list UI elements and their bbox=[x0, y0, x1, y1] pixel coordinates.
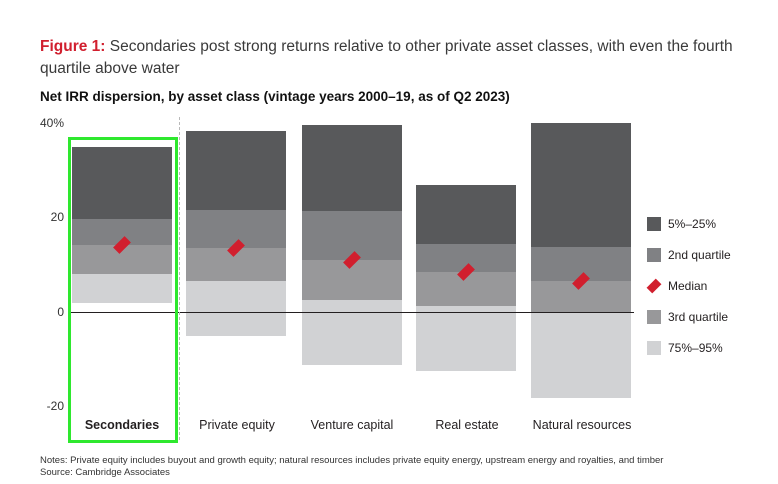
figure-title: Figure 1: Secondaries post strong return… bbox=[40, 36, 760, 80]
figure-title-text: Secondaries post strong returns relative… bbox=[40, 38, 733, 77]
band-75-95 bbox=[416, 305, 516, 371]
band-75-95 bbox=[531, 312, 631, 399]
median-diamond-icon bbox=[646, 278, 662, 293]
band-5-25 bbox=[72, 146, 172, 219]
x-label-venture-capital: Venture capital bbox=[310, 418, 394, 432]
secondaries-highlight-box bbox=[68, 137, 178, 443]
legend-item-2nd-quartile: 2nd quartile bbox=[647, 239, 731, 270]
band-75-95 bbox=[302, 300, 402, 365]
bar-venture-capital bbox=[302, 124, 402, 365]
source-text: Source: Cambridge Associates bbox=[40, 467, 170, 478]
y-tick-40: 40% bbox=[39, 116, 64, 130]
band-2nd-quartile bbox=[302, 210, 402, 260]
legend-swatch-light bbox=[647, 340, 661, 355]
y-tick-neg20: -20 bbox=[46, 399, 64, 413]
chart-subtitle: Net IRR dispersion, by asset class (vint… bbox=[40, 89, 510, 104]
bar-natural-resources bbox=[531, 123, 631, 399]
legend: 5%–25% 2nd quartile Median 3rd quartile … bbox=[646, 208, 731, 363]
band-75-95 bbox=[72, 274, 172, 304]
bar-secondaries bbox=[72, 146, 172, 304]
legend-swatch-2nd bbox=[647, 247, 661, 262]
figure-label: Figure 1: bbox=[40, 38, 106, 55]
x-label-real-estate: Real estate bbox=[435, 418, 499, 432]
legend-swatch-3rd bbox=[647, 309, 661, 324]
zero-line bbox=[68, 312, 634, 313]
x-label-private-equity: Private equity bbox=[199, 418, 275, 432]
legend-item-3rd-quartile: 3rd quartile bbox=[647, 301, 731, 332]
x-label-natural-resources: Natural resources bbox=[532, 418, 632, 432]
band-5-25 bbox=[302, 124, 402, 211]
legend-item-5-25: 5%–25% bbox=[647, 208, 731, 239]
bar-real-estate bbox=[416, 185, 516, 371]
dashed-divider bbox=[179, 117, 180, 440]
band-5-25 bbox=[416, 185, 516, 245]
notes-text: Notes: Private equity includes buyout an… bbox=[40, 455, 664, 466]
legend-item-median: Median bbox=[646, 270, 731, 301]
band-5-25 bbox=[186, 131, 286, 210]
bar-private-equity bbox=[186, 131, 286, 336]
band-75-95 bbox=[186, 281, 286, 336]
legend-swatch-dark bbox=[647, 216, 661, 231]
band-5-25 bbox=[531, 123, 631, 247]
band-3rd-quartile bbox=[302, 259, 402, 301]
footnotes: Notes: Private equity includes buyout an… bbox=[40, 455, 663, 479]
x-label-secondaries: Secondaries bbox=[84, 418, 160, 432]
y-tick-20: 20 bbox=[50, 210, 64, 224]
y-tick-0: 0 bbox=[57, 305, 64, 319]
legend-item-75-95: 75%–95% bbox=[647, 332, 731, 363]
